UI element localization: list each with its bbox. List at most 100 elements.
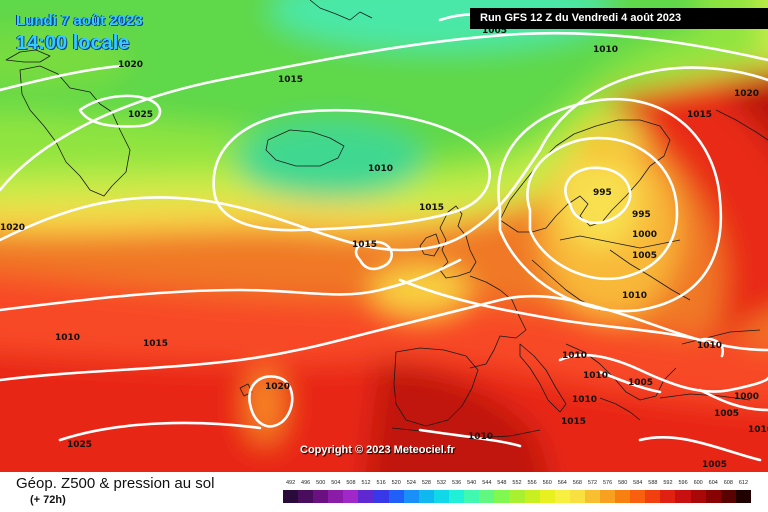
pressure-label: 1020 — [118, 60, 143, 70]
pressure-label: 1010 — [468, 432, 493, 442]
color-scale-bar — [283, 490, 751, 503]
pressure-label: 1005 — [482, 26, 507, 36]
pressure-label: 1005 — [628, 378, 653, 388]
scale-value-label: 496 — [301, 480, 311, 486]
scale-value-label: 612 — [738, 480, 749, 486]
pressure-label: 1000 — [632, 230, 657, 240]
forecast-date: Lundi 7 août 2023 — [16, 12, 143, 29]
pressure-label: 1010 — [583, 371, 608, 381]
scale-swatch — [494, 490, 510, 503]
scale-value-label: 508 — [346, 480, 356, 486]
scale-swatch — [418, 490, 434, 503]
scale-swatch — [343, 490, 359, 503]
scale-swatch — [358, 490, 374, 503]
forecast-map: 1005 1010 1020 1015 1025 1020 1015 1010 … — [0, 0, 768, 472]
scale-swatch — [433, 490, 450, 503]
scale-swatch — [388, 490, 404, 503]
scale-value-label: 528 — [421, 480, 431, 486]
scale-swatch — [479, 490, 495, 503]
pressure-label: 1010 — [622, 291, 647, 301]
pressure-label: 1010 — [562, 351, 587, 361]
coastlines — [5, 0, 768, 439]
model-run-label: Run GFS 12 Z du Vendredi 4 août 2023 — [470, 8, 768, 29]
scale-value-label: 608 — [723, 480, 733, 486]
pressure-label: 1010 — [368, 164, 393, 174]
map-title: Géop. Z500 & pression au sol — [16, 475, 215, 492]
scale-swatch — [705, 490, 721, 503]
scale-value-label: 576 — [602, 480, 613, 486]
scale-value-label: 524 — [406, 480, 416, 486]
pressure-label: 1015 — [278, 75, 303, 85]
copyright-notice: Copyright © 2023 Meteociel.fr — [300, 444, 455, 456]
pressure-label: 1015 — [687, 110, 712, 120]
scale-value-label: 580 — [618, 480, 628, 486]
pressure-label: 1010 — [697, 341, 722, 351]
pressure-label: 1005 — [714, 409, 739, 419]
pressure-label: 1015 — [419, 203, 444, 213]
scale-swatch — [328, 490, 344, 503]
scale-value-label: 500 — [316, 480, 326, 486]
pressure-label: 1010 — [55, 333, 80, 343]
scale-value-label: 544 — [482, 480, 492, 486]
scale-swatch — [373, 490, 389, 503]
scale-swatch — [615, 490, 631, 503]
map-canvas: 1005 1010 1020 1015 1025 1020 1015 1010 … — [0, 0, 768, 472]
pressure-label: 1010 — [593, 45, 618, 55]
pressure-label: 1010 — [572, 395, 597, 405]
scale-value-label: 536 — [452, 480, 462, 486]
scale-swatch — [449, 490, 465, 503]
scale-swatch — [554, 490, 570, 503]
scale-swatch — [720, 490, 736, 503]
scale-swatch — [599, 490, 616, 503]
scale-swatch — [464, 490, 480, 503]
pressure-label: 1025 — [128, 110, 153, 120]
pressure-label: 1025 — [67, 440, 92, 450]
pressure-label: 1020 — [734, 89, 759, 99]
scale-swatch — [569, 490, 585, 503]
scale-value-label: 568 — [572, 480, 582, 486]
pressure-label: 1015 — [143, 339, 168, 349]
pressure-label: 1005 — [702, 460, 727, 470]
scale-value-label: 596 — [678, 480, 688, 486]
scale-value-label: 584 — [633, 480, 643, 486]
pressure-label: 995 — [632, 210, 651, 220]
scale-value-label: 560 — [542, 480, 552, 486]
scale-swatch — [524, 490, 540, 503]
scale-value-label: 512 — [361, 480, 371, 486]
scale-value-label: 532 — [436, 480, 447, 486]
scale-value-label: 540 — [467, 480, 477, 486]
scale-swatch — [735, 490, 751, 503]
pressure-labels: 1005 1010 1020 1015 1025 1020 1015 1010 … — [0, 26, 768, 470]
scale-value-label: 516 — [376, 480, 386, 486]
scale-swatch — [690, 490, 706, 503]
scale-value-label: 604 — [708, 480, 718, 486]
forecast-time: 14:00 locale — [16, 32, 130, 54]
scale-value-label: 564 — [557, 480, 567, 486]
scale-swatch — [630, 490, 646, 503]
isobars — [0, 13, 768, 462]
forecast-lead-time: (+ 72h) — [30, 494, 66, 506]
scale-value-label: 572 — [587, 480, 598, 486]
scale-value-label: 552 — [512, 480, 522, 486]
pressure-label: 1005 — [632, 251, 657, 261]
pressure-label: 995 — [593, 188, 612, 198]
pressure-label: 1015 — [561, 417, 586, 427]
scale-swatch — [645, 490, 661, 503]
color-scale-labels: 492 496 500 504 508 512 516 520 524 528 532 536 540 5… — [283, 480, 751, 490]
legend-footer: Géop. Z500 & pression au sol (+ 72h) 492… — [0, 472, 768, 512]
scale-value-label: 588 — [648, 480, 658, 486]
pressure-label: 1010 — [748, 425, 768, 435]
scale-value-label: 520 — [391, 480, 401, 486]
scale-swatch — [539, 490, 555, 503]
pressure-label: 1020 — [265, 382, 290, 392]
pressure-label: 1000 — [734, 392, 759, 402]
scale-swatch — [313, 490, 329, 503]
scale-swatch — [403, 490, 419, 503]
pressure-label: 1015 — [352, 240, 377, 250]
scale-value-label: 548 — [497, 480, 507, 486]
scale-swatch — [660, 490, 676, 503]
scale-value-label: 556 — [527, 480, 537, 486]
scale-value-label: 600 — [693, 480, 703, 486]
scale-swatch — [584, 490, 600, 503]
scale-value-label: 592 — [663, 480, 673, 486]
